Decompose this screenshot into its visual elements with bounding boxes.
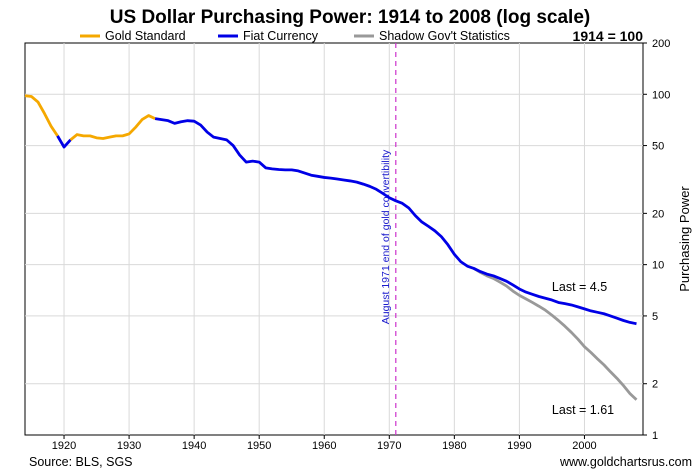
x-tick-label: 1980 (442, 440, 466, 452)
x-tick-label: 1990 (507, 440, 531, 452)
x-tick-label: 1940 (182, 440, 206, 452)
legend-label-gold-standard: Gold Standard (105, 29, 186, 43)
x-tick-label: 1970 (377, 440, 401, 452)
series-line-fiat-currency (154, 117, 637, 326)
legend-label-shadow-gov-t-statistics: Shadow Gov't Statistics (379, 29, 510, 43)
series-line-gold-standard (24, 94, 59, 137)
y-tick-label: 10 (652, 260, 664, 272)
legend: Gold Standard Fiat Currency Shadow Gov't S… (80, 29, 510, 43)
y-tick-label: 2 (652, 379, 658, 391)
x-tick-label: 2000 (572, 440, 596, 452)
x-axis: 1920 1930 1940 1950 1960 1970 1980 1990 2000 (52, 435, 597, 452)
x-tick-label: 1930 (117, 440, 141, 452)
chart-title: US Dollar Purchasing Power: 1914 to 2008… (110, 7, 590, 28)
legend-label-fiat-currency: Fiat Currency (243, 29, 319, 43)
y-tick-label: 200 (652, 38, 670, 50)
x-tick-label: 1920 (52, 440, 76, 452)
y-tick-label: 100 (652, 89, 670, 101)
annotation-label: Last = 1.61 (552, 403, 614, 417)
y-tick-label: 20 (652, 208, 664, 220)
y-axis: 1 2 5 10 20 50 100 200 (643, 38, 670, 442)
baseline-note: 1914 = 100 (573, 28, 644, 44)
y-tick-label: 5 (652, 311, 658, 323)
gridlines (25, 43, 643, 435)
x-tick-label: 1950 (247, 440, 271, 452)
series-line-shadow-gov-t-statistics (473, 267, 638, 401)
x-tick-label: 1960 (312, 440, 336, 452)
series-line-gold-standard (69, 114, 156, 141)
vertical-marker-label: August 1971 end of gold convertibility (380, 149, 392, 324)
annotation-label: Last = 4.5 (552, 280, 607, 294)
footer-site: www.goldchartsrus.com (559, 455, 692, 469)
footer-source: Source: BLS, SGS (29, 455, 133, 469)
y-tick-label: 50 (652, 141, 664, 153)
y-tick-label: 1 (652, 430, 658, 442)
series-layer (24, 94, 638, 401)
annotations: Last = 4.5 Last = 1.61 (552, 280, 614, 417)
series-line-fiat-currency (56, 135, 72, 149)
plot-area (24, 42, 644, 436)
y-axis-label: Purchasing Power (677, 186, 692, 292)
